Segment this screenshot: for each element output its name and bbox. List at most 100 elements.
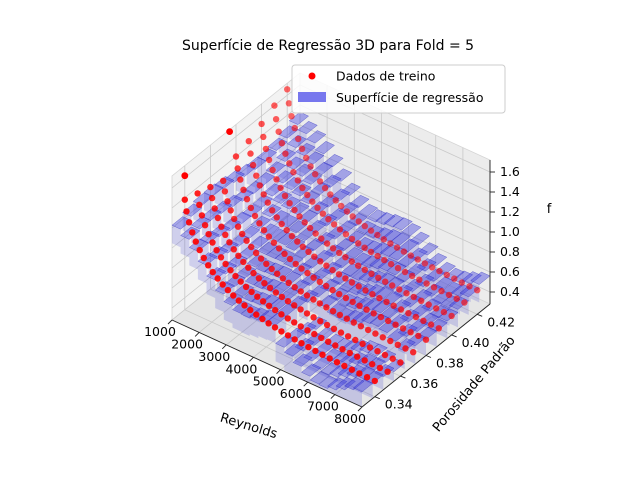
y-tick-label: 0.40 xyxy=(462,335,490,350)
training-point xyxy=(438,287,445,295)
training-point xyxy=(291,206,298,214)
training-point xyxy=(241,302,248,309)
y-tick xyxy=(425,355,432,358)
training-point xyxy=(357,323,365,330)
x-tick xyxy=(303,381,309,387)
x-tick xyxy=(249,356,254,362)
surface-step xyxy=(393,226,402,249)
training-point xyxy=(234,165,241,172)
training-point xyxy=(368,270,375,277)
surface-patch xyxy=(427,318,448,332)
training-point xyxy=(235,252,242,259)
training-point xyxy=(261,280,268,287)
training-point xyxy=(217,254,225,261)
surface-patch xyxy=(327,377,348,391)
training-point xyxy=(312,347,319,355)
surface-step xyxy=(215,290,224,312)
surface-step xyxy=(258,318,267,340)
training-point xyxy=(205,262,212,269)
training-point xyxy=(272,289,280,296)
training-point xyxy=(227,267,234,274)
grid-line-x xyxy=(307,135,437,383)
training-point xyxy=(422,336,430,343)
training-point xyxy=(321,184,329,192)
x-tick xyxy=(194,332,200,337)
surface-step xyxy=(284,352,293,375)
surface-step xyxy=(310,380,319,388)
training-point xyxy=(342,254,349,261)
surface-patch xyxy=(240,225,261,239)
training-point xyxy=(425,301,432,308)
grid-line-z xyxy=(171,144,491,249)
x-tick xyxy=(221,344,227,350)
training-point xyxy=(194,190,201,197)
surface-step xyxy=(172,225,181,248)
training-point xyxy=(343,315,350,322)
training-point xyxy=(256,220,263,227)
training-point xyxy=(356,302,363,309)
training-point xyxy=(273,176,280,183)
training-point xyxy=(235,297,242,304)
training-point xyxy=(397,359,404,366)
y-tick-label: 0.42 xyxy=(487,314,515,329)
training-point xyxy=(356,370,363,377)
training-point xyxy=(418,297,425,304)
training-point xyxy=(247,150,254,157)
training-point xyxy=(265,320,272,327)
training-point xyxy=(318,235,325,242)
surface-patch xyxy=(314,141,335,155)
training-point xyxy=(218,223,225,230)
x-tick-label: 4000 xyxy=(225,361,257,376)
surface-step xyxy=(318,384,328,392)
y-tick-label: 0.36 xyxy=(410,376,438,391)
surface-step xyxy=(206,276,216,298)
surface-patch xyxy=(334,238,355,252)
training-point xyxy=(209,268,216,276)
training-point xyxy=(458,279,465,286)
training-point xyxy=(329,286,336,294)
training-point xyxy=(278,311,285,318)
surface-patch xyxy=(333,337,354,351)
training-point xyxy=(397,306,405,313)
x-tick-label: 7000 xyxy=(307,399,339,414)
surface-step xyxy=(306,139,316,162)
training-point xyxy=(377,313,385,321)
training-point xyxy=(201,222,209,229)
training-point xyxy=(374,252,381,260)
training-point xyxy=(392,321,399,328)
training-point xyxy=(342,294,350,302)
surface-step xyxy=(344,385,354,403)
training-point xyxy=(297,323,304,330)
training-point xyxy=(440,308,448,316)
training-point xyxy=(230,292,237,299)
training-point xyxy=(343,208,351,215)
training-point xyxy=(185,219,193,226)
surface-step xyxy=(353,387,362,407)
training-point xyxy=(369,361,376,368)
surface-step xyxy=(246,165,256,188)
training-point xyxy=(389,355,396,362)
y-tick xyxy=(400,375,406,379)
training-point xyxy=(254,293,261,300)
training-point xyxy=(361,222,368,230)
training-point xyxy=(408,272,416,280)
grid-line-z xyxy=(171,184,491,289)
training-point xyxy=(243,196,251,203)
training-point xyxy=(282,150,289,157)
training-point xyxy=(420,317,427,324)
training-point xyxy=(311,253,318,260)
surface-patch xyxy=(366,209,387,223)
surface-patch xyxy=(391,299,412,313)
training-point xyxy=(370,310,377,317)
z-tick-label: 0.8 xyxy=(500,244,520,259)
training-point xyxy=(329,245,337,252)
surface-patch xyxy=(231,211,252,225)
surface-step xyxy=(354,245,363,268)
training-point xyxy=(207,183,214,191)
training-point xyxy=(371,377,378,385)
training-point xyxy=(219,281,226,288)
training-point xyxy=(410,349,417,356)
surface-step xyxy=(242,213,252,235)
training-point xyxy=(338,202,345,210)
